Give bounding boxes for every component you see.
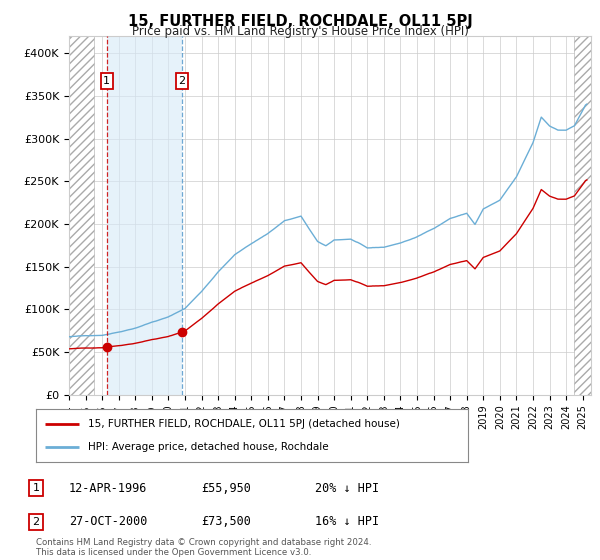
Bar [107, 36, 182, 395]
Text: 12-APR-1996: 12-APR-1996 [69, 482, 148, 495]
Text: Contains HM Land Registry data © Crown copyright and database right 2024.
This d: Contains HM Land Registry data © Crown c… [36, 538, 371, 557]
Text: 15, FURTHER FIELD, ROCHDALE, OL11 5PJ (detached house): 15, FURTHER FIELD, ROCHDALE, OL11 5PJ (d… [88, 419, 400, 429]
Text: 27-OCT-2000: 27-OCT-2000 [69, 515, 148, 529]
Bar [574, 36, 591, 395]
Text: 20% ↓ HPI: 20% ↓ HPI [315, 482, 379, 495]
Text: 2: 2 [32, 517, 40, 527]
Bar [69, 36, 94, 395]
Text: £73,500: £73,500 [201, 515, 251, 529]
Text: 15, FURTHER FIELD, ROCHDALE, OL11 5PJ: 15, FURTHER FIELD, ROCHDALE, OL11 5PJ [128, 14, 472, 29]
Text: 2: 2 [178, 76, 185, 86]
Text: Price paid vs. HM Land Registry's House Price Index (HPI): Price paid vs. HM Land Registry's House … [131, 25, 469, 38]
Text: 1: 1 [103, 76, 110, 86]
Text: £55,950: £55,950 [201, 482, 251, 495]
Text: HPI: Average price, detached house, Rochdale: HPI: Average price, detached house, Roch… [88, 442, 328, 452]
Text: 1: 1 [32, 483, 40, 493]
Text: 16% ↓ HPI: 16% ↓ HPI [315, 515, 379, 529]
